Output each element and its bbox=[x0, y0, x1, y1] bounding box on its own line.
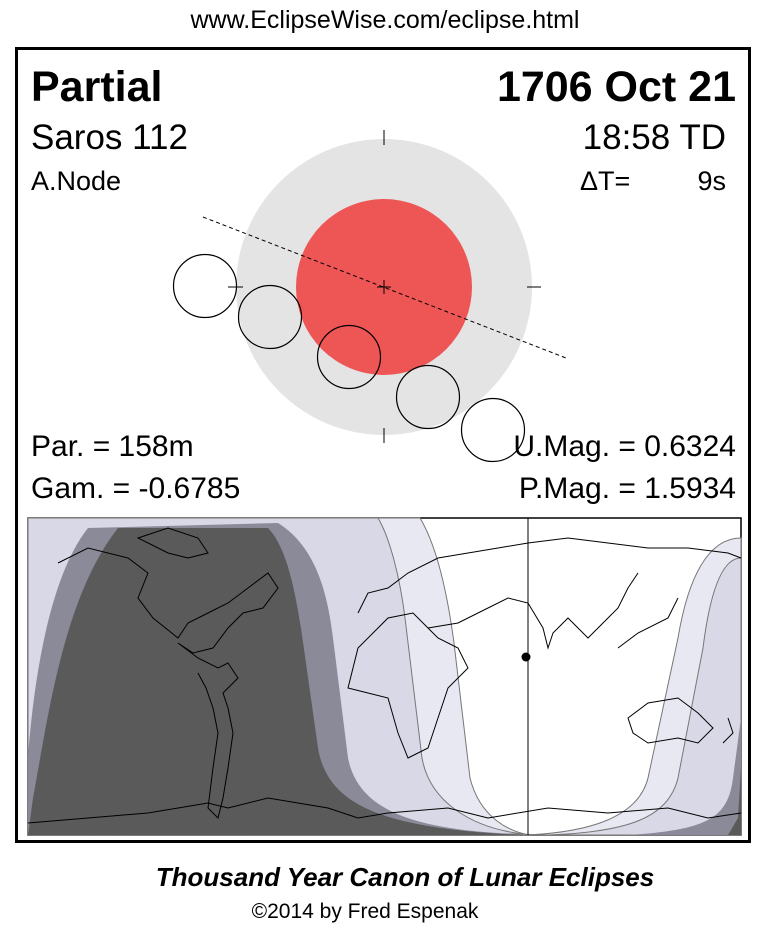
eclipse-geometry-diagram bbox=[172, 130, 567, 463]
axis-ticks bbox=[228, 130, 541, 443]
eclipse-time: 18:58 TD bbox=[582, 118, 726, 157]
moon-position-u4 bbox=[395, 364, 461, 430]
coastlines bbox=[27, 527, 742, 824]
moon-position-p1 bbox=[172, 253, 238, 319]
eclipse-type: Partial bbox=[31, 63, 163, 111]
partial-duration: Par. = 158m bbox=[31, 430, 194, 463]
visibility-zone-umbral-right bbox=[628, 718, 741, 835]
saros-number: Saros 112 bbox=[31, 118, 188, 157]
eclipse-panel bbox=[15, 47, 751, 843]
moon-position-p4 bbox=[460, 397, 526, 463]
delta-t-label: ΔT= bbox=[580, 166, 631, 196]
source-url: www.EclipseWise.com/eclipse.html bbox=[190, 6, 580, 34]
canon-title: Thousand Year Canon of Lunar Eclipses bbox=[155, 862, 655, 892]
copyright: ©2014 by Fred Espenak bbox=[251, 900, 479, 923]
visibility-map bbox=[27, 517, 742, 836]
umbral-magnitude: U.Mag. = 0.6324 bbox=[513, 430, 736, 463]
delta-t-value: 9s bbox=[697, 166, 726, 196]
node-label: A.Node bbox=[31, 166, 122, 196]
sub-lunar-point-marker bbox=[521, 652, 531, 662]
penumbral-magnitude: P.Mag. = 1.5934 bbox=[518, 472, 736, 505]
ecliptic-line bbox=[202, 216, 567, 359]
visibility-zone-partial-right bbox=[547, 557, 742, 836]
moon-position-u1 bbox=[237, 284, 303, 350]
eclipse-date: 1706 Oct 21 bbox=[496, 63, 736, 111]
moon-position-greatest bbox=[316, 324, 382, 390]
visibility-zone-full-left bbox=[28, 528, 518, 835]
visibility-zone-full-right bbox=[728, 768, 741, 835]
gamma: Gam. = -0.6785 bbox=[31, 472, 241, 505]
